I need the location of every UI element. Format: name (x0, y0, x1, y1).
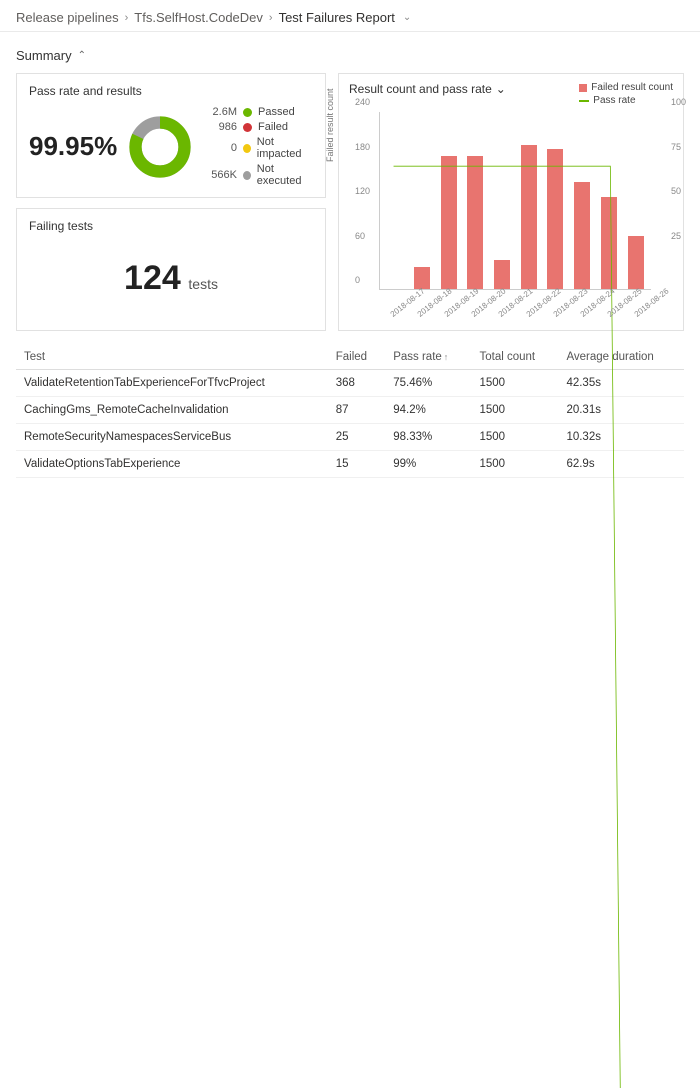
table-cell: ValidateOptionsTabExperience (16, 451, 328, 478)
pass-rate-legend: 2.6MPassed 986Failed 0Not impacted 566KNot … (205, 106, 313, 187)
legend-row: 2.6MPassed (205, 106, 313, 118)
chart-title[interactable]: Result count and pass rate ⌄ (349, 82, 506, 96)
breadcrumb-page[interactable]: Test Failures Report (279, 10, 395, 25)
failing-tests-suffix: tests (188, 276, 218, 292)
chevron-right-icon: › (125, 12, 129, 24)
legend-row: 986Failed (205, 121, 313, 133)
summary-label: Summary (16, 48, 72, 63)
table-cell: 87 (328, 397, 385, 424)
table-header[interactable]: Test (16, 345, 328, 370)
failing-tests-count: 124 (124, 259, 181, 297)
pass-rate-percent: 99.95% (29, 131, 115, 162)
pass-rate-card: Pass rate and results 99.95% 2.6MPassed9… (16, 73, 326, 198)
cards-row: Pass rate and results 99.95% 2.6MPassed9… (16, 73, 684, 331)
failing-tests-card: Failing tests 124 tests (16, 208, 326, 331)
chevron-right-icon: › (269, 12, 273, 24)
pass-rate-title: Pass rate and results (29, 84, 313, 98)
table-cell: CachingGms_RemoteCacheInvalidation (16, 397, 328, 424)
table-cell: RemoteSecurityNamespacesServiceBus (16, 424, 328, 451)
table-cell: ValidateRetentionTabExperienceForTfvcPro… (16, 370, 328, 397)
breadcrumb: Release pipelines › Tfs.SelfHost.CodeDev… (0, 0, 700, 32)
pass-rate-body: 99.95% 2.6MPassed 986Failed 0Not impacted 5… (29, 106, 313, 187)
table-cell: 368 (328, 370, 385, 397)
content: Summary ⌃ Pass rate and results 99.95% 2… (0, 32, 700, 488)
chart-card: Result count and pass rate ⌄ Failed resu… (338, 73, 684, 331)
table-cell: 25 (328, 424, 385, 451)
legend-line-label: Pass rate (593, 95, 635, 106)
legend-row: 0Not impacted (205, 136, 313, 160)
y-axis-label: Failed result count (325, 88, 335, 162)
left-column: Pass rate and results 99.95% 2.6MPassed9… (16, 73, 326, 331)
breadcrumb-root[interactable]: Release pipelines (16, 10, 119, 25)
legend-bar-label: Failed result count (591, 82, 673, 93)
summary-header[interactable]: Summary ⌃ (16, 48, 684, 63)
breadcrumb-project[interactable]: Tfs.SelfHost.CodeDev (134, 10, 263, 25)
failing-tests-title: Failing tests (29, 219, 313, 233)
failing-tests-body: 124 tests (29, 241, 313, 320)
table-cell: 15 (328, 451, 385, 478)
table-header[interactable]: Failed (328, 345, 385, 370)
chart-header: Result count and pass rate ⌄ Failed resu… (349, 82, 673, 108)
legend-row: 566KNot executed (205, 163, 313, 187)
chevron-down-icon[interactable]: ⌄ (403, 12, 411, 23)
chart-legend: Failed result count Pass rate (579, 82, 673, 108)
pass-rate-donut (125, 112, 195, 182)
chevron-up-icon: ⌃ (78, 50, 86, 61)
chart-plot: 060120180240 255075100 (379, 112, 651, 290)
chevron-down-icon: ⌄ (496, 82, 506, 96)
